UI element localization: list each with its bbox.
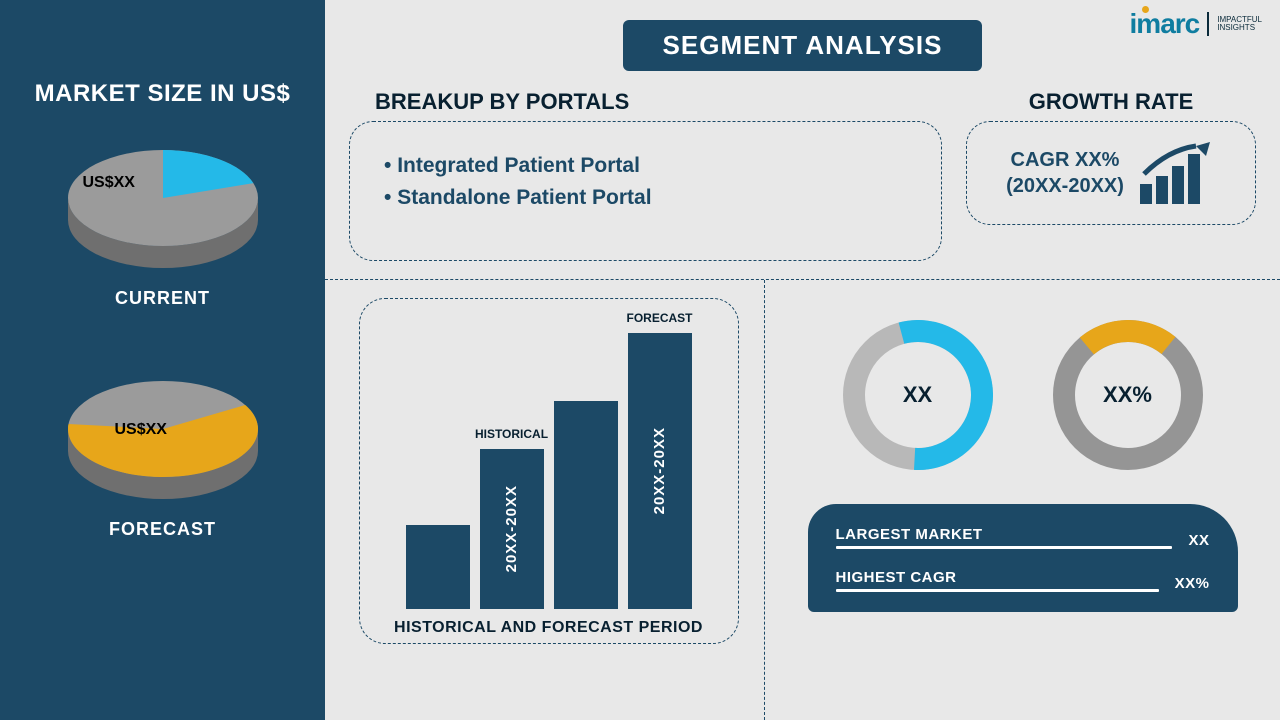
portal-list: Integrated Patient PortalStandalone Pati… [378,150,913,213]
growth-title: GROWTH RATE [966,89,1256,115]
list-item: Standalone Patient Portal [384,182,913,214]
market-size-title: MARKET SIZE IN US$ [35,80,291,108]
growth-text: CAGR XX% (20XX-20XX) [1006,147,1124,199]
portals-title: BREAKUP BY PORTALS [375,89,942,115]
bar [406,525,470,609]
pie-caption: FORECAST [53,519,273,540]
metrics-panel: XX XX% LARGEST MARKET XX HIGHEST CAGR XX% [765,280,1280,720]
metric-row: LARGEST MARKET XX [836,526,1210,549]
donut-chart: XX% [1053,320,1203,470]
pie-caption: CURRENT [53,288,273,309]
portals-box: Integrated Patient PortalStandalone Pati… [349,121,942,261]
pie-current: US$XX CURRENT [53,138,273,309]
metric-label: HIGHEST CAGR [836,569,1159,586]
bar: HISTORICAL20XX-20XX [480,449,544,609]
metric-value: XX% [1175,575,1210,592]
brand-logo: imarc IMPACTFUL INSIGHTS [1130,8,1262,40]
donut-center-label: XX% [1103,382,1152,408]
metric-value: XX [1188,532,1209,549]
market-size-panel: MARKET SIZE IN US$ US$XX CURRENT US$XX F… [0,0,325,720]
metric-row: HIGHEST CAGR XX% [836,569,1210,592]
metric-underline [836,589,1159,592]
list-item: Integrated Patient Portal [384,150,913,182]
bar-vertical-label: 20XX-20XX [503,485,520,572]
bar-chart-caption: HISTORICAL AND FORECAST PERIOD [394,619,703,637]
donut-center-label: XX [903,382,932,408]
pie-value-label: US$XX [115,421,167,439]
logo-text: imarc [1130,8,1200,40]
main-title: SEGMENT ANALYSIS [623,20,983,71]
bar-top-label: FORECAST [627,311,693,325]
row-2: HISTORICAL20XX-20XXFORECAST20XX-20XX HIS… [325,280,1280,720]
bar-top-label: HISTORICAL [475,427,548,441]
right-panel: imarc IMPACTFUL INSIGHTS SEGMENT ANALYSI… [325,0,1280,720]
logo-tagline: INSIGHTS [1217,24,1262,32]
metric-underline [836,546,1173,549]
bar-vertical-label: 20XX-20XX [651,427,668,514]
bar-chart-box: HISTORICAL20XX-20XXFORECAST20XX-20XX HIS… [359,298,739,644]
bar: FORECAST20XX-20XX [628,333,692,609]
pie-forecast: US$XX FORECAST [53,369,273,540]
pie-value-label: US$XX [83,174,135,192]
historical-forecast-panel: HISTORICAL20XX-20XXFORECAST20XX-20XX HIS… [325,280,765,720]
bar-chart: HISTORICAL20XX-20XXFORECAST20XX-20XX [389,319,709,609]
donut-row: XX XX% [843,320,1203,470]
metrics-box: LARGEST MARKET XX HIGHEST CAGR XX% [808,504,1238,612]
bar [554,401,618,609]
metric-label: LARGEST MARKET [836,526,1173,543]
growth-box: CAGR XX% (20XX-20XX) [966,121,1256,225]
growth-chart-icon [1138,140,1216,206]
logo-dot-icon [1142,6,1149,13]
donut-chart: XX [843,320,993,470]
